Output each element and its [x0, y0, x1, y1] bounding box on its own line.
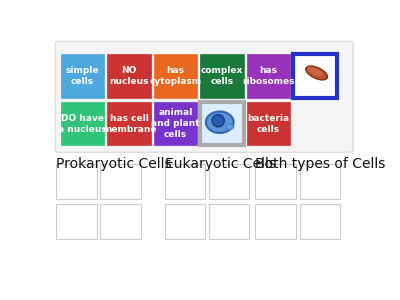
Text: NO
nucleus: NO nucleus: [109, 66, 149, 86]
FancyBboxPatch shape: [56, 204, 96, 239]
Text: has
ribosomes: has ribosomes: [242, 66, 295, 86]
FancyBboxPatch shape: [209, 164, 249, 199]
FancyBboxPatch shape: [165, 164, 205, 199]
Text: has
cytoplasm: has cytoplasm: [150, 66, 202, 86]
FancyBboxPatch shape: [154, 55, 197, 98]
FancyBboxPatch shape: [200, 55, 244, 98]
FancyBboxPatch shape: [100, 164, 141, 199]
FancyBboxPatch shape: [165, 204, 205, 239]
Text: Both types of Cells: Both types of Cells: [255, 157, 386, 171]
FancyBboxPatch shape: [61, 55, 104, 98]
FancyBboxPatch shape: [61, 102, 104, 145]
Ellipse shape: [226, 124, 234, 130]
FancyBboxPatch shape: [100, 204, 141, 239]
Ellipse shape: [206, 112, 234, 133]
FancyBboxPatch shape: [293, 55, 337, 98]
Ellipse shape: [307, 67, 323, 76]
Text: bacteria
cells: bacteria cells: [248, 114, 290, 134]
Ellipse shape: [306, 66, 327, 80]
Text: complex
cells: complex cells: [201, 66, 243, 86]
Text: DO have
a nucleus: DO have a nucleus: [58, 114, 107, 134]
FancyBboxPatch shape: [107, 102, 151, 145]
FancyBboxPatch shape: [209, 204, 249, 239]
Text: has cell
membrane: has cell membrane: [102, 114, 156, 134]
FancyBboxPatch shape: [247, 102, 290, 145]
FancyBboxPatch shape: [255, 204, 296, 239]
FancyBboxPatch shape: [200, 102, 244, 145]
Text: Eukaryotic Cells: Eukaryotic Cells: [165, 157, 276, 171]
FancyBboxPatch shape: [107, 55, 151, 98]
FancyBboxPatch shape: [247, 55, 290, 98]
Text: Prokaryotic Cells: Prokaryotic Cells: [56, 157, 172, 171]
FancyBboxPatch shape: [300, 204, 340, 239]
FancyBboxPatch shape: [154, 102, 197, 145]
Circle shape: [212, 115, 224, 127]
FancyBboxPatch shape: [255, 164, 296, 199]
Text: simple
cells: simple cells: [66, 66, 99, 86]
FancyBboxPatch shape: [300, 164, 340, 199]
FancyBboxPatch shape: [56, 41, 353, 152]
Text: animal
and plant
cells: animal and plant cells: [151, 108, 200, 140]
FancyBboxPatch shape: [56, 164, 96, 199]
